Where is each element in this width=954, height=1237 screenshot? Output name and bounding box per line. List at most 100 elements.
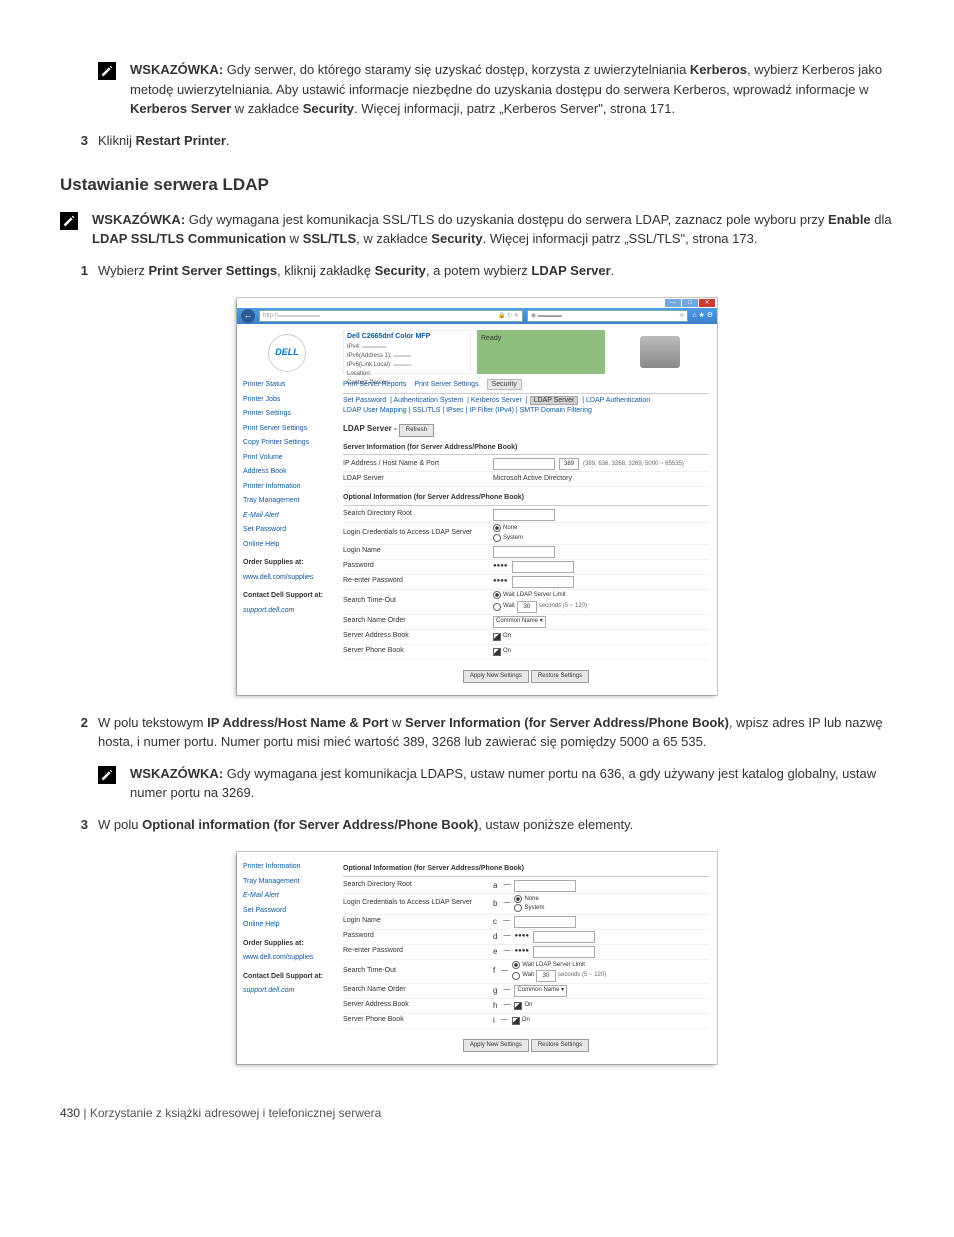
timeout-ldap-radio[interactable]: Wait LDAP Server Limit	[512, 961, 606, 970]
sidebar-item-printer-jobs[interactable]: Printer Jobs	[243, 395, 331, 406]
sidebar: DELL Printer Status Printer Jobs Printer…	[237, 324, 335, 695]
addr-book-check[interactable]: On	[514, 1001, 532, 1010]
tab-settings[interactable]: Print Server Settings	[414, 381, 478, 388]
sidebar-contact-header: Contact Dell Support at:	[243, 591, 331, 602]
sidebar-order-link[interactable]: www.dell.com/supplies	[243, 573, 331, 584]
note-label: WSKAZÓWKA:	[130, 62, 223, 77]
sidebar-item-tray-mgmt[interactable]: Tray Management	[243, 877, 331, 888]
password-input[interactable]	[512, 561, 574, 573]
step-number: 3	[60, 131, 88, 151]
page-footer: 430 | Korzystanie z książki adresowej i …	[60, 1104, 894, 1122]
sidebar-order-header: Order Supplies at:	[243, 939, 331, 950]
subtab-auth-system[interactable]: Authentication System	[394, 397, 464, 404]
sidebar-item-email-alert[interactable]: E-Mail Alert	[243, 511, 331, 522]
minimize-icon[interactable]: —	[665, 299, 681, 307]
sidebar-item-printer-info[interactable]: Printer Information	[243, 482, 331, 493]
sidebar-contact-link[interactable]: support.dell.com	[243, 986, 331, 997]
cred-system-radio[interactable]: System	[514, 904, 544, 913]
screenshot-ldap-server: — □ ✕ ← http://▬▬▬▬▬▬▬🔒 ↻ ✕ ◉ ▬▬▬▬✕ ⌂ ★ …	[237, 298, 717, 695]
step-1: 1 Wybierz Print Server Settings, kliknij…	[60, 261, 894, 281]
dell-logo: DELL	[268, 334, 306, 372]
sidebar-item-online-help[interactable]: Online Help	[243, 540, 331, 551]
sidebar-item-email-alert[interactable]: E-Mail Alert	[243, 891, 331, 902]
sidebar-item-online-help[interactable]: Online Help	[243, 920, 331, 931]
phone-book-check[interactable]: On	[493, 647, 511, 656]
back-button[interactable]: ←	[241, 309, 255, 323]
phone-book-check[interactable]: On	[512, 1016, 530, 1025]
status-ready: Ready	[477, 330, 605, 374]
subtab-kerberos[interactable]: Kerberos Server	[471, 397, 522, 404]
pencil-note-icon	[98, 62, 116, 80]
sidebar-item-address-book[interactable]: Address Book	[243, 467, 331, 478]
name-order-select[interactable]: Common Name ▾	[493, 616, 546, 628]
sidebar-contact-header: Contact Dell Support at:	[243, 972, 331, 983]
refresh-button[interactable]: Refresh	[399, 424, 434, 437]
printer-info-box: Dell C2665dnf Color MFP IPv4: ▬▬▬▬ IPv6(…	[343, 330, 471, 374]
note-ldaps: WSKAZÓWKA: Gdy wymagana jest komunikacja…	[98, 764, 894, 803]
apply-button[interactable]: Apply New Settings	[463, 1039, 529, 1052]
screenshot-optional-info: Printer Information Tray Management E-Ma…	[237, 852, 717, 1064]
search-root-input[interactable]	[514, 880, 576, 892]
name-order-select[interactable]: Common Name ▾	[514, 985, 567, 997]
port-input[interactable]: 389	[559, 458, 579, 470]
step-3-restart: 3 Kliknij Restart Printer.	[60, 131, 894, 151]
search-root-input[interactable]	[493, 509, 555, 521]
cred-none-radio[interactable]: None	[493, 524, 517, 533]
close-icon[interactable]: ✕	[699, 299, 715, 307]
restore-button[interactable]: Restore Settings	[531, 1039, 589, 1052]
subtab-row2[interactable]: LDAP User Mapping | SSL/TLS | IPsec | IP…	[343, 406, 709, 417]
sidebar-item-print-server-settings[interactable]: Print Server Settings	[243, 424, 331, 435]
browser-tools[interactable]: ⌂ ★ ⚙	[692, 311, 713, 322]
cred-none-radio[interactable]: None	[514, 895, 544, 904]
tab-security[interactable]: Security	[487, 379, 522, 390]
timeout-wait-radio[interactable]: Wait 30 seconds (5 ~ 120)	[512, 970, 606, 982]
subtab-ldap-auth[interactable]: LDAP Authentication	[586, 397, 650, 404]
browser-toolbar: ← http://▬▬▬▬▬▬▬🔒 ↻ ✕ ◉ ▬▬▬▬✕ ⌂ ★ ⚙	[237, 308, 717, 324]
subtab-ldap-server[interactable]: LDAP Server	[530, 396, 579, 405]
step-number: 1	[60, 261, 88, 281]
sidebar-item-set-password[interactable]: Set Password	[243, 906, 331, 917]
section-heading: Ustawianie serwera LDAP	[60, 172, 894, 198]
section-server-info: Server Information (for Server Address/P…	[343, 443, 709, 456]
sidebar-item-printer-settings[interactable]: Printer Settings	[243, 409, 331, 420]
note-ssl: WSKAZÓWKA: Gdy wymagana jest komunikacja…	[60, 210, 894, 249]
row-ldap-server: LDAP Server Microsoft Active Directory	[343, 472, 709, 487]
restore-button[interactable]: Restore Settings	[531, 670, 589, 683]
timeout-wait-radio[interactable]: Wait 30 seconds (5 ~ 120)	[493, 601, 587, 613]
timeout-ldap-radio[interactable]: Wait LDAP Server Limit	[493, 591, 566, 600]
step-3-optional: 3 W polu Optional information (for Serve…	[60, 815, 894, 835]
sidebar-item-set-password[interactable]: Set Password	[243, 525, 331, 536]
password-input[interactable]	[533, 931, 595, 943]
note-kerberos: WSKAZÓWKA: Gdy serwer, do którego staram…	[98, 60, 894, 119]
apply-button[interactable]: Apply New Settings	[463, 670, 529, 683]
maximize-icon[interactable]: □	[682, 299, 698, 307]
tab[interactable]: ◉ ▬▬▬▬✕	[527, 310, 689, 322]
cred-system-radio[interactable]: System	[493, 534, 523, 543]
sidebar-item-printer-info[interactable]: Printer Information	[243, 862, 331, 873]
tab-reports[interactable]: Print Server Reports	[343, 381, 406, 388]
printer-image	[611, 330, 709, 374]
sidebar-item-copy-settings[interactable]: Copy Printer Settings	[243, 438, 331, 449]
login-name-input[interactable]	[514, 916, 576, 928]
step-number: 3	[60, 815, 88, 835]
row-ip-port: IP Address / Host Name & Port 389(389, 6…	[343, 457, 709, 472]
page-title: LDAP Server - Refresh	[343, 423, 709, 437]
sidebar-item-tray-mgmt[interactable]: Tray Management	[243, 496, 331, 507]
sidebar-item-print-volume[interactable]: Print Volume	[243, 453, 331, 464]
sidebar-order-header: Order Supplies at:	[243, 558, 331, 569]
subtab-set-password[interactable]: Set Password	[343, 397, 386, 404]
step-2: 2 W polu tekstowym IP Address/Host Name …	[60, 713, 894, 752]
reenter-input[interactable]	[512, 576, 574, 588]
sidebar-contact-link[interactable]: support.dell.com	[243, 606, 331, 617]
login-name-input[interactable]	[493, 546, 555, 558]
address-bar[interactable]: http://▬▬▬▬▬▬▬🔒 ↻ ✕	[259, 310, 523, 322]
step-number: 2	[60, 713, 88, 733]
window-titlebar: — □ ✕	[237, 298, 717, 308]
sidebar-order-link[interactable]: www.dell.com/supplies	[243, 953, 331, 964]
pencil-note-icon	[98, 766, 116, 784]
addr-book-check[interactable]: On	[493, 632, 511, 641]
sub-tabs: Set Password | Authentication System | K…	[343, 396, 709, 417]
sidebar-item-printer-status[interactable]: Printer Status	[243, 380, 331, 391]
ip-input[interactable]	[493, 458, 555, 470]
reenter-input[interactable]	[533, 946, 595, 958]
